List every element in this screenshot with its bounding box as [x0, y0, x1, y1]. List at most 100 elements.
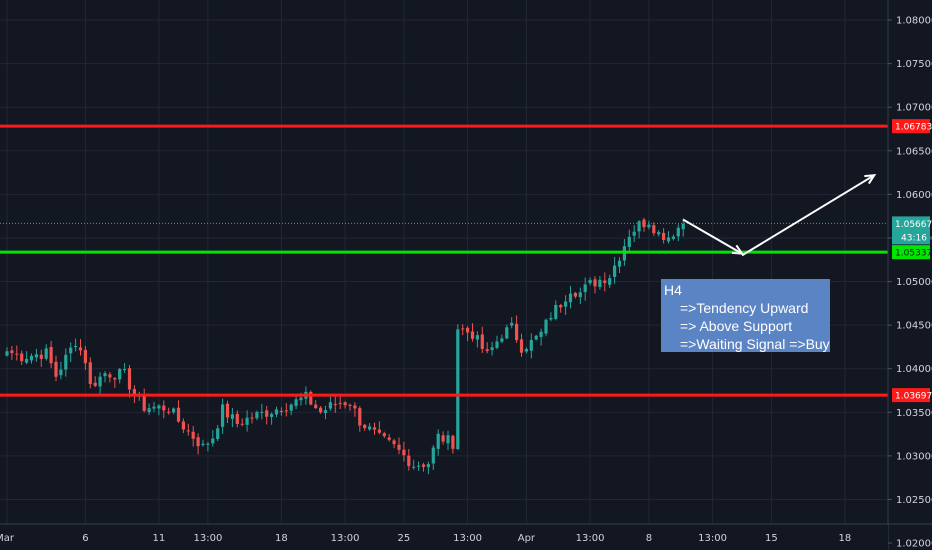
candle-body	[309, 391, 313, 405]
projection-arrow-head	[864, 174, 877, 185]
candle-body	[431, 447, 435, 464]
candle-body	[279, 410, 283, 413]
candle-body	[559, 304, 563, 308]
candle-body	[49, 346, 53, 364]
candle-body	[54, 361, 58, 377]
candle-body	[475, 335, 479, 340]
candle-body	[142, 394, 146, 411]
time-tick-label: 11	[153, 533, 166, 544]
candle-body	[441, 435, 445, 442]
candle-body	[578, 292, 582, 298]
candle-body	[382, 433, 386, 437]
level-badge-label: 1.06783	[895, 123, 932, 133]
candle-body	[113, 378, 117, 380]
annotation-background	[661, 279, 830, 352]
candle-body	[245, 417, 249, 425]
candle-body	[446, 435, 450, 444]
candle-body	[216, 428, 220, 440]
price-tick-label: 1.04500	[896, 321, 932, 332]
candle-body	[211, 438, 215, 444]
candle-body	[127, 368, 132, 390]
candle-body	[333, 404, 337, 406]
candle-body	[289, 404, 293, 411]
candle-body	[666, 237, 671, 242]
candle-body	[593, 279, 597, 287]
candle-body	[172, 408, 176, 413]
time-tick-label: 13:00	[453, 533, 482, 544]
candle-body	[323, 410, 328, 414]
candle-body	[103, 373, 107, 377]
candle-body	[632, 231, 636, 236]
candle-body	[466, 327, 470, 333]
candle-body	[583, 284, 587, 293]
candle-body	[421, 464, 426, 467]
candle-body	[417, 465, 421, 467]
annotation-line-signal: =>Waiting Signal =>Buy	[680, 336, 830, 352]
candle-body	[118, 369, 122, 380]
candle-body	[181, 421, 185, 430]
candle-body	[235, 413, 239, 424]
candle-body	[657, 232, 661, 235]
time-tick-label: 13:00	[331, 533, 360, 544]
candle-body	[647, 224, 651, 228]
price-tick-label: 1.03000	[896, 451, 932, 462]
candle-body	[152, 406, 156, 409]
countdown-label: 43:16	[901, 233, 927, 243]
time-tick-label: 13:00	[698, 533, 727, 544]
candle-body	[132, 389, 136, 396]
price-axis-ticks: 1.080001.075001.070001.065001.060001.055…	[888, 16, 932, 550]
candle-body	[456, 329, 460, 450]
candle-body	[652, 225, 656, 234]
candle-body	[549, 317, 553, 320]
candle-body	[186, 430, 190, 432]
candle-body	[201, 443, 205, 446]
candle-body	[221, 404, 225, 427]
candle-body	[377, 429, 381, 433]
candle-body	[88, 362, 92, 385]
candle-body	[294, 399, 298, 406]
candle-body	[162, 405, 166, 411]
candle-body	[15, 353, 19, 355]
price-tick-label: 1.03500	[896, 408, 932, 419]
candle-body	[29, 355, 34, 361]
candle-body	[196, 437, 200, 447]
candle-body	[191, 431, 195, 439]
level-badge-label: 1.05337	[895, 249, 932, 259]
time-tick-label: 6	[82, 533, 88, 544]
candle-body	[363, 424, 367, 429]
projection-arrow-line	[741, 174, 875, 257]
price-tick-label: 1.02500	[896, 495, 932, 506]
candle-body	[637, 221, 641, 232]
price-axis[interactable]: 1.080001.075001.070001.065001.060001.055…	[887, 0, 932, 550]
candle-body	[108, 374, 112, 378]
annotation-box: H4 =>Tendency Upward => Above Support =>…	[661, 279, 830, 352]
candle-body	[25, 358, 29, 363]
candle-body	[402, 449, 406, 456]
candle-body	[328, 402, 332, 409]
candle-body	[613, 265, 617, 277]
last-price-label: 1.05667	[895, 220, 932, 230]
candle-series	[5, 217, 685, 475]
candle-body	[534, 335, 538, 340]
candle-body	[74, 345, 78, 348]
candle-body	[392, 440, 396, 445]
candle-body	[539, 331, 543, 337]
candle-body	[544, 319, 548, 334]
candle-body	[240, 423, 244, 425]
candle-body	[59, 369, 63, 376]
candle-body	[436, 433, 440, 449]
candle-body	[642, 219, 646, 228]
candle-body	[5, 351, 9, 356]
candle-body	[123, 369, 127, 371]
candle-body	[39, 354, 43, 359]
candle-body	[461, 328, 465, 330]
candle-body	[515, 323, 519, 341]
candle-body	[353, 405, 357, 409]
price-tick-label: 1.04000	[896, 364, 932, 375]
time-axis[interactable]: Mar 6 11 13:00 18 13:00 25 13:00 Apr 13:00 8 13:00 1…	[0, 523, 932, 550]
candle-body	[69, 347, 73, 354]
candle-body	[564, 301, 568, 307]
candle-body	[608, 278, 612, 285]
